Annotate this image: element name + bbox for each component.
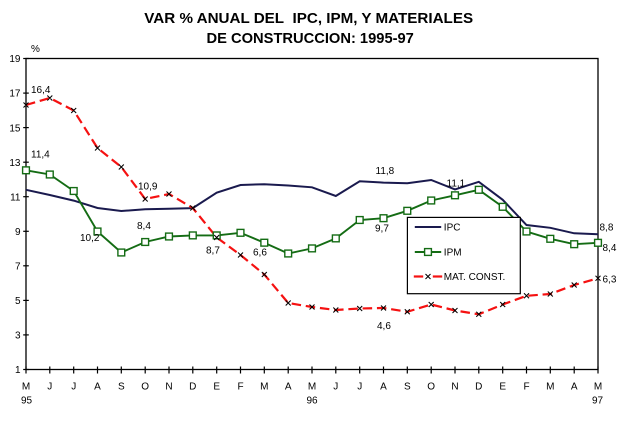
svg-text:15: 15 [9, 123, 21, 134]
svg-text:11,1: 11,1 [447, 178, 466, 189]
svg-text:IPC: IPC [444, 223, 461, 234]
svg-text:MAT. CONST.: MAT. CONST. [444, 272, 505, 283]
svg-text:M: M [22, 381, 30, 392]
svg-text:9: 9 [15, 227, 21, 238]
svg-text:E: E [499, 381, 506, 392]
svg-text:10,9: 10,9 [138, 181, 158, 192]
svg-text:6,6: 6,6 [253, 247, 267, 258]
svg-text:8,4: 8,4 [603, 243, 617, 254]
svg-text:11: 11 [10, 192, 21, 203]
svg-text:E: E [213, 381, 220, 392]
svg-text:3: 3 [15, 331, 21, 342]
svg-text:M: M [546, 381, 554, 392]
svg-text:J: J [47, 381, 52, 392]
svg-text:M: M [308, 381, 316, 392]
svg-text:N: N [165, 381, 172, 392]
svg-text:VAR % ANUAL DEL IPC, IPM, Y M: VAR % ANUAL DEL IPC, IPM, Y MATERIALES [144, 10, 473, 27]
svg-text:1: 1 [15, 365, 21, 376]
svg-text:8,4: 8,4 [137, 221, 151, 232]
svg-text:4,6: 4,6 [377, 321, 391, 332]
svg-text:O: O [427, 381, 435, 392]
svg-text:7: 7 [15, 262, 21, 273]
svg-text:S: S [118, 381, 125, 392]
svg-text:96: 96 [306, 396, 318, 407]
svg-text:IPM: IPM [444, 248, 462, 259]
svg-text:J: J [71, 381, 76, 392]
svg-text:N: N [451, 381, 458, 392]
svg-text:13: 13 [9, 158, 21, 169]
svg-text:19: 19 [9, 54, 21, 65]
svg-text:J: J [333, 381, 338, 392]
svg-text:8,8: 8,8 [600, 223, 614, 234]
svg-text:10,2: 10,2 [80, 233, 100, 244]
svg-text:M: M [260, 381, 268, 392]
svg-text:O: O [141, 381, 149, 392]
svg-text:97: 97 [592, 396, 604, 407]
svg-text:DE CONSTRUCCION: 1995-97: DE CONSTRUCCION: 1995-97 [207, 31, 414, 47]
svg-text:95: 95 [21, 396, 33, 407]
svg-text:8,7: 8,7 [206, 245, 220, 256]
svg-text:11,4: 11,4 [31, 149, 50, 160]
svg-text:6,3: 6,3 [603, 275, 617, 286]
svg-text:%: % [31, 44, 40, 55]
svg-text:M: M [594, 381, 602, 392]
svg-text:A: A [380, 381, 387, 392]
svg-text:11,8: 11,8 [376, 166, 395, 177]
svg-text:A: A [94, 381, 101, 392]
svg-text:S: S [404, 381, 411, 392]
svg-text:A: A [571, 381, 578, 392]
svg-text:D: D [189, 381, 196, 392]
svg-text:16,4: 16,4 [31, 85, 51, 96]
svg-text:D: D [475, 381, 482, 392]
svg-text:A: A [285, 381, 292, 392]
svg-text:5: 5 [15, 296, 21, 307]
svg-text:J: J [357, 381, 362, 392]
svg-text:F: F [237, 381, 243, 392]
svg-text:17: 17 [9, 89, 21, 100]
svg-text:9,7: 9,7 [375, 223, 389, 234]
svg-text:F: F [523, 381, 529, 392]
